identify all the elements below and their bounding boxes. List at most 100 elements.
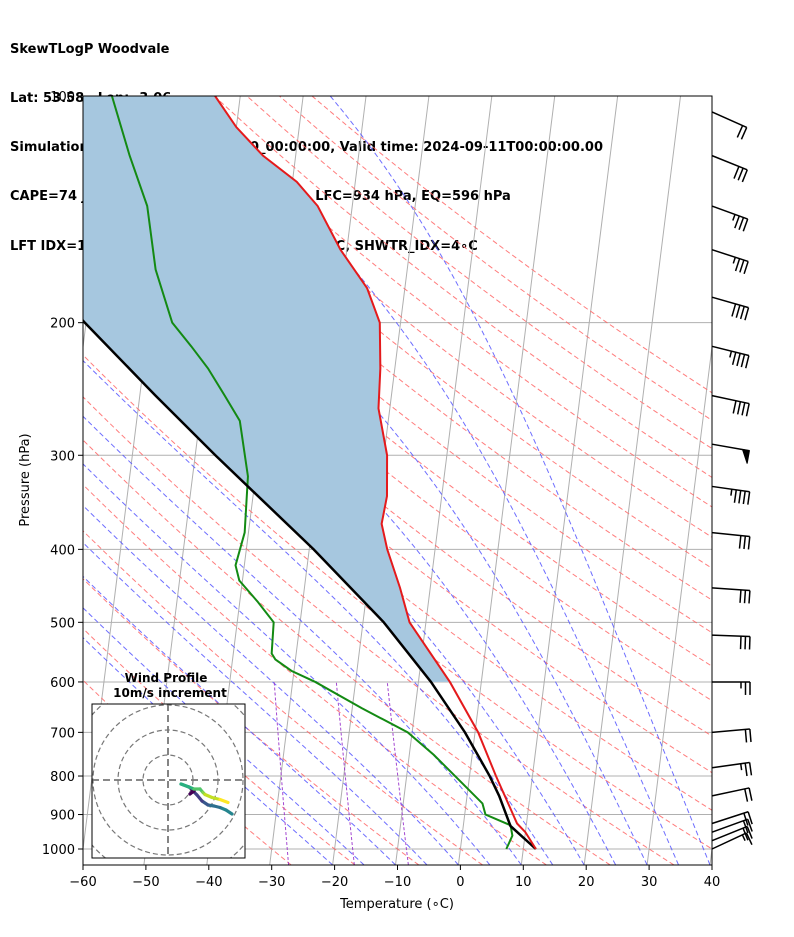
wind-barb	[712, 681, 751, 695]
y-tick-label: 900	[50, 809, 75, 824]
barb-flag	[740, 354, 746, 368]
dry-adiabat	[83, 483, 547, 865]
barb-flag	[747, 536, 751, 550]
wind-barb	[711, 818, 753, 834]
x-tick-label: −10	[384, 875, 411, 890]
x-tick-label: 10	[515, 875, 532, 890]
barb-staff	[711, 728, 750, 734]
dry-adiabat	[246, 96, 712, 450]
isotherm-line	[457, 96, 556, 865]
wind-barb	[711, 634, 751, 650]
dry-adiabat	[83, 354, 712, 850]
hodograph-segment	[218, 797, 230, 805]
x-tick-label: −60	[69, 875, 96, 890]
wind-barb	[711, 811, 753, 826]
wind-barb	[711, 296, 750, 321]
barb-flag	[738, 217, 745, 230]
barb-staff	[711, 832, 747, 850]
dry-adiabat	[83, 530, 483, 865]
y-axis-label: Pressure (hPa)	[18, 433, 33, 526]
x-axis-label: Temperature (∘C)	[339, 897, 454, 912]
moist-adiabat	[83, 463, 491, 865]
barb-flag	[735, 304, 741, 318]
profiles	[83, 96, 537, 850]
barb-staff	[711, 761, 750, 769]
dry-adiabat	[83, 313, 712, 811]
barb-flag	[747, 491, 751, 505]
parcel-path-line	[83, 318, 537, 850]
barb-flag	[744, 762, 748, 777]
y-tick-label: 100	[50, 90, 75, 105]
wind-barb	[711, 832, 753, 850]
x-tick-label: 40	[704, 875, 721, 890]
moist-adiabat	[83, 541, 428, 865]
wind-barb	[711, 825, 753, 842]
mixing-ratio-line	[335, 681, 355, 865]
barb-flag	[741, 402, 746, 416]
barb-staff	[711, 345, 750, 357]
barb-half-flag	[730, 489, 733, 496]
wind-barb	[711, 728, 752, 743]
isotherm-line	[583, 96, 682, 865]
moist-adiabat	[83, 116, 648, 865]
wind-barb	[711, 485, 751, 505]
barb-flag	[741, 169, 748, 183]
barb-flag	[734, 258, 741, 272]
cape-area	[83, 96, 450, 682]
barb-flag	[745, 403, 750, 417]
hodograph-inset: Wind Profile 10m/s increment	[91, 671, 246, 859]
moist-adiabat	[83, 415, 522, 865]
x-tick-label: 0	[456, 875, 464, 890]
barb-flag	[742, 218, 749, 232]
barb-half-flag	[732, 257, 737, 264]
barb-flag	[731, 303, 737, 317]
barb-flag	[743, 536, 747, 550]
barb-staff	[711, 248, 749, 263]
isotherm-line	[520, 96, 619, 865]
barb-flag	[733, 166, 740, 179]
wind-barb	[711, 761, 753, 777]
hodograph-segment	[179, 782, 196, 791]
barb-flag	[732, 400, 737, 414]
wind-barb	[711, 248, 749, 275]
barb-flag	[744, 307, 750, 321]
barb-flag	[731, 352, 737, 366]
barb-flag	[748, 762, 753, 776]
dry-adiabat	[83, 396, 675, 865]
barb-staff	[711, 531, 750, 538]
barb-flag	[746, 826, 753, 839]
barb-flag	[739, 306, 745, 320]
barb-flag	[739, 259, 745, 273]
dewpoint-line	[110, 96, 514, 850]
barb-flag	[743, 261, 749, 275]
barb-staff	[711, 154, 748, 171]
dry-adiabat	[83, 96, 712, 601]
barb-flag	[749, 728, 752, 743]
wind-barb	[711, 587, 751, 604]
barb-flag	[740, 127, 748, 140]
barb-flag	[736, 353, 741, 367]
x-tick-label: 30	[641, 875, 658, 890]
barb-flag	[748, 787, 753, 801]
barb-staff	[711, 296, 749, 309]
barb-flag	[742, 827, 749, 841]
barb-staff	[711, 787, 750, 797]
mixing-ratio-line	[273, 681, 290, 865]
barb-flag	[736, 401, 742, 415]
barb-pennant	[741, 448, 751, 464]
isotherm-line	[709, 844, 712, 865]
moist-adiabat	[83, 359, 554, 865]
barb-half-flag	[732, 214, 736, 221]
wind-barb	[711, 531, 751, 550]
mixing-ratio-line	[386, 681, 409, 865]
moist-adiabat	[184, 96, 680, 865]
barb-staff	[711, 811, 749, 825]
barb-staff	[711, 825, 748, 842]
barb-flag	[742, 820, 749, 834]
barb-staff	[711, 587, 750, 592]
y-tick-label: 800	[50, 770, 75, 785]
x-tick-label: 20	[578, 875, 595, 890]
barb-staff	[711, 818, 748, 833]
barb-flag	[745, 832, 753, 846]
barb-flag	[747, 818, 753, 832]
